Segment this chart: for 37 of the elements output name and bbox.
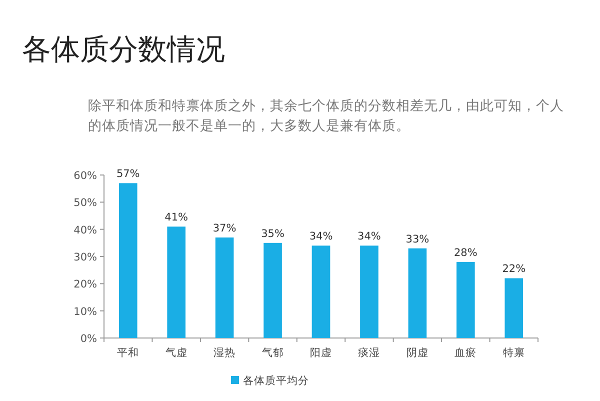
bar <box>167 226 186 338</box>
x-tick-label: 平和 <box>117 346 140 359</box>
data-label: 37% <box>212 222 236 234</box>
data-label: 34% <box>358 230 381 243</box>
x-tick-label: 特禀 <box>502 346 525 359</box>
y-tick-label: 0% <box>80 333 98 345</box>
y-tick-label: 30% <box>74 252 98 264</box>
bar <box>264 242 282 338</box>
data-label: 35% <box>261 228 284 240</box>
y-tick-label: 40% <box>74 224 98 236</box>
data-label: 22% <box>502 263 526 276</box>
bar <box>118 183 138 338</box>
x-tick-label: 气郁 <box>262 347 284 359</box>
bar <box>408 248 427 338</box>
y-tick-label: 60% <box>74 170 98 182</box>
bar <box>456 262 475 338</box>
x-tick-label: 阳虚 <box>310 346 332 359</box>
bar <box>360 246 378 338</box>
bar <box>312 246 330 338</box>
bar <box>215 237 234 338</box>
data-label: 28% <box>454 246 478 259</box>
data-label: 34% <box>309 230 333 243</box>
x-tick-label: 血瘀 <box>454 346 477 359</box>
x-tick-label: 湿热 <box>214 347 236 359</box>
x-tick-label: 气虚 <box>165 346 188 359</box>
x-tick-label: 阴虚 <box>406 346 428 359</box>
y-tick-label: 50% <box>74 197 98 210</box>
data-label: 41% <box>164 212 188 224</box>
data-label: 33% <box>406 233 430 246</box>
legend-label: 各体质平均分 <box>243 374 309 387</box>
bar <box>504 278 524 338</box>
y-tick-label: 10% <box>74 306 98 318</box>
x-tick-label: 痰湿 <box>358 346 380 359</box>
chart-subtitle: 除平和体质和特禀体质之外，其余七个体质的分数相差无几，由此可知，个人的体质情况一般不是单一的，大多数人是兼有体质。 <box>88 97 565 136</box>
chart-title: 各体质分数情况 <box>22 31 225 68</box>
data-label: 57% <box>116 168 140 180</box>
y-tick-label: 20% <box>74 278 98 291</box>
